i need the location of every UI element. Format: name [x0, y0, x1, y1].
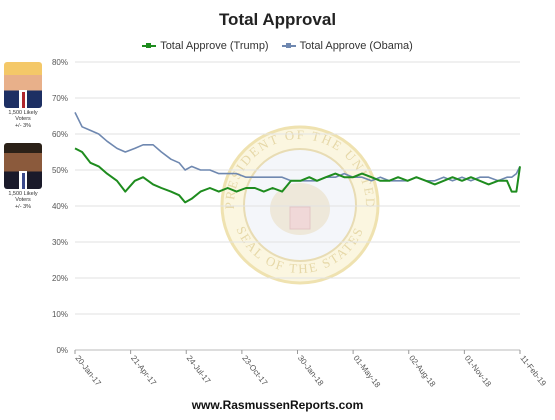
footer-website[interactable]: www.RasmussenReports.com [191, 398, 364, 412]
x-tick-label: 20-Jan-17 [73, 354, 103, 388]
x-tick-label: 24-Jul-17 [185, 354, 213, 386]
y-tick-label: 30% [52, 238, 68, 247]
obama-photo-panel: 1,500 Likely Voters +/- 3% [2, 143, 44, 210]
x-tick-label: 01-Nov-18 [463, 354, 493, 389]
x-tick-label: 23-Oct-17 [240, 354, 269, 388]
legend-item-trump[interactable]: Total Approve (Trump) [142, 40, 269, 53]
series-line-trump [74, 147, 521, 204]
legend-item-obama[interactable]: Total Approve (Obama) [281, 40, 413, 53]
trump-caption-line1: 1,500 Likely [8, 110, 38, 116]
obama-caption-line1: 1,500 Likely [8, 191, 38, 197]
seal-shield-icon [289, 206, 311, 230]
legend-swatch-obama [281, 43, 296, 49]
legend-swatch-trump [142, 43, 157, 49]
x-tick-label: 02-Aug-18 [407, 354, 437, 389]
legend-label-trump: Total Approve (Trump) [160, 40, 269, 53]
obama-portrait-icon [4, 143, 42, 189]
legend: Total Approve (Trump) Total Approve (Oba… [0, 40, 555, 52]
chart-title: Total Approval [218, 10, 337, 29]
y-tick-label: 20% [52, 274, 68, 283]
obama-caption-line3: +/- 3% [14, 203, 32, 210]
grid-lines [75, 61, 520, 351]
trump-caption-line3: +/- 3% [14, 122, 32, 129]
obama-caption-line2: Voters [15, 197, 31, 204]
y-tick-label: 50% [52, 166, 68, 175]
y-tick-label: 40% [52, 202, 68, 211]
legend-label-obama: Total Approve (Obama) [299, 40, 413, 53]
y-axis-ticks: 0% 10% 20% 30% 40% 50% 60% 70% 80% [52, 58, 68, 355]
x-tick-label: 30-Jan-18 [296, 354, 326, 388]
series-group [74, 112, 521, 204]
x-axis-ticks: 20-Jan-17 21-Apr-17 24-Jul-17 23-Oct-17 30-J… [73, 350, 548, 390]
trump-caption-line2: Voters [15, 116, 31, 123]
trump-portrait-icon [4, 62, 42, 108]
x-tick-label: 21-Apr-17 [129, 354, 158, 388]
y-tick-label: 60% [52, 130, 68, 139]
trump-caption: 1,500 Likely Voters +/- 3% [2, 110, 44, 129]
trump-photo-panel: 1,500 Likely Voters +/- 3% [2, 62, 44, 129]
y-tick-label: 70% [52, 94, 68, 103]
y-tick-label: 0% [56, 346, 68, 355]
x-tick-label: 11-Feb-19 [518, 354, 548, 389]
y-tick-label: 80% [52, 58, 68, 67]
x-tick-label: 01-May-18 [352, 354, 383, 390]
obama-caption: 1,500 Likely Voters +/- 3% [2, 191, 44, 210]
y-tick-label: 10% [52, 310, 68, 319]
